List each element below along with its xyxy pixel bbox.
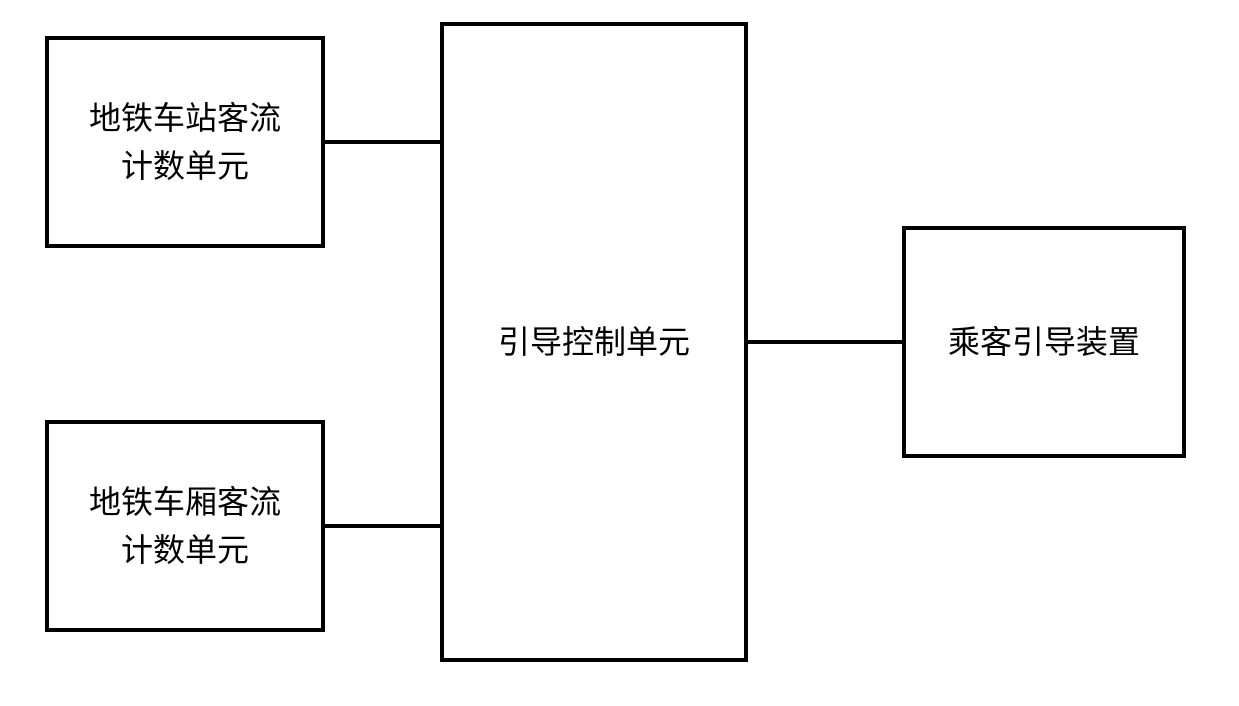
- node-carriage-flow-counter: 地铁车厢客流计数单元: [45, 420, 325, 632]
- block-diagram: 地铁车站客流计数单元 地铁车厢客流计数单元 引导控制单元 乘客引导装置: [0, 0, 1239, 706]
- node-guide-device: 乘客引导装置: [902, 226, 1186, 458]
- node-control-unit: 引导控制单元: [440, 22, 748, 662]
- edge-control-to-guide: [748, 340, 902, 344]
- node-label: 乘客引导装置: [948, 318, 1140, 366]
- edge-carriage-to-control: [325, 524, 440, 528]
- edge-station-to-control: [325, 140, 440, 144]
- node-label: 地铁车站客流计数单元: [89, 94, 281, 190]
- node-label: 引导控制单元: [498, 318, 690, 366]
- node-station-flow-counter: 地铁车站客流计数单元: [45, 36, 325, 248]
- node-label: 地铁车厢客流计数单元: [89, 478, 281, 574]
